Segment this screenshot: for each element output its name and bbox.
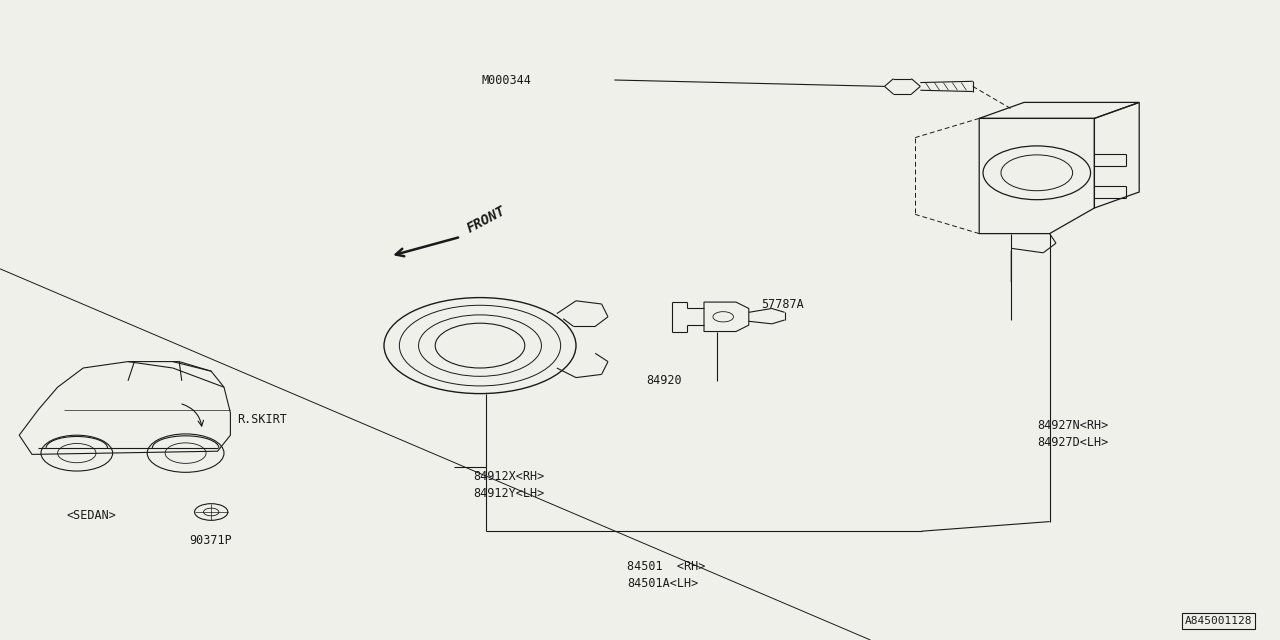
Text: A845001128: A845001128 [1184,616,1252,626]
Text: 57787A: 57787A [762,298,804,310]
Text: M000344: M000344 [481,74,531,86]
Text: 84920: 84920 [646,374,682,387]
Text: FRONT: FRONT [465,204,508,236]
Text: 84501  <RH>
84501A<LH>: 84501 <RH> 84501A<LH> [627,560,705,590]
Text: <SEDAN>: <SEDAN> [67,509,116,522]
Text: 90371P: 90371P [189,534,232,547]
Text: R.SKIRT: R.SKIRT [237,413,287,426]
Text: 84927N<RH>
84927D<LH>: 84927N<RH> 84927D<LH> [1037,419,1108,449]
Text: 84912X<RH>
84912Y<LH>: 84912X<RH> 84912Y<LH> [474,470,545,500]
